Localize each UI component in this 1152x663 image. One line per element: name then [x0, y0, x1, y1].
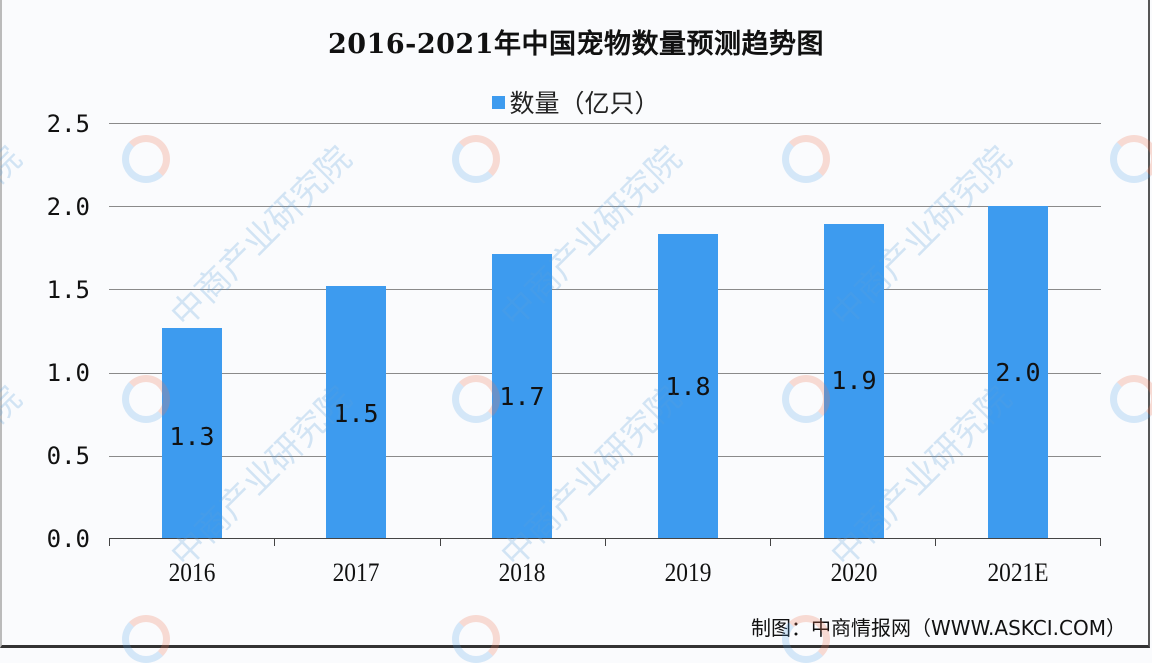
- x-tick-label: 2016: [168, 558, 216, 587]
- x-tick-label: 2018: [498, 558, 546, 587]
- gridline: [109, 456, 1101, 457]
- x-tick: [935, 539, 936, 546]
- x-tick: [605, 539, 606, 546]
- x-tick: [770, 539, 771, 546]
- gridline: [109, 289, 1101, 290]
- bar-2021E: 2.0: [988, 206, 1048, 539]
- bar-2020: 1.9: [824, 224, 884, 539]
- data-label: 1.8: [665, 372, 711, 401]
- chart-frame: [0, 0, 1150, 648]
- x-axis: [109, 538, 1101, 539]
- gridline: [109, 123, 1101, 124]
- x-tick: [109, 539, 110, 546]
- chart-legend: 数量（亿只）: [0, 84, 1152, 120]
- x-tick-label: 2021E: [987, 558, 1049, 587]
- bar-2018: 1.7: [492, 254, 552, 539]
- source-note: 制图：中商情报网（WWW.ASKCI.COM）: [751, 616, 1126, 640]
- data-label: 2.0: [995, 358, 1041, 387]
- chart-title: 2016-2021年中国宠物数量预测趋势图: [328, 29, 824, 60]
- data-label: 1.3: [169, 422, 215, 451]
- y-tick-label: 2.0: [46, 193, 90, 221]
- x-tick-label: 2019: [664, 558, 712, 587]
- legend-swatch-icon: [492, 95, 506, 109]
- gridline: [109, 373, 1101, 374]
- data-label: 1.7: [499, 382, 545, 411]
- y-tick-label: 1.5: [46, 276, 90, 304]
- gridline: [109, 206, 1101, 207]
- y-tick-label: 1.0: [46, 359, 90, 387]
- y-tick-label: 2.5: [46, 110, 90, 138]
- x-tick: [440, 539, 441, 546]
- bar-2017: 1.5: [326, 286, 386, 539]
- x-tick-label: 2017: [332, 558, 380, 587]
- y-tick-label: 0.5: [46, 442, 90, 470]
- data-label: 1.5: [333, 399, 379, 428]
- y-tick-label: 0.0: [46, 525, 90, 553]
- x-tick-label: 2020: [830, 558, 878, 587]
- data-label: 1.9: [831, 366, 877, 395]
- x-tick: [1100, 539, 1101, 546]
- legend-label: 数量（亿只）: [509, 89, 660, 118]
- plot-area: 1.3 1.5 1.7 1.8 1.9 2.0: [109, 123, 1101, 546]
- bar-2016: 1.3: [162, 328, 222, 539]
- x-tick: [274, 539, 275, 546]
- bar-2019: 1.8: [658, 234, 718, 539]
